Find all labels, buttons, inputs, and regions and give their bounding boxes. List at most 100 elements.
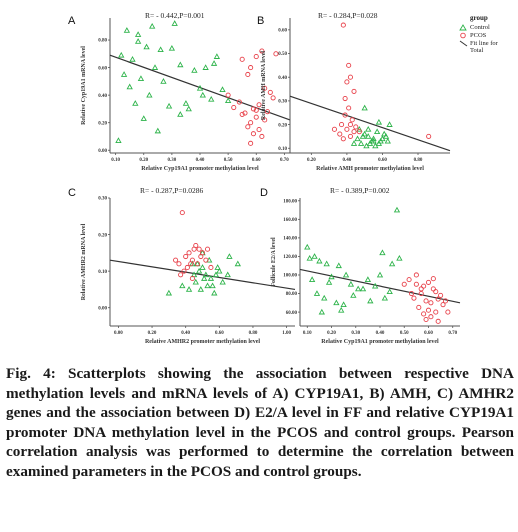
pcos-point: [184, 264, 190, 271]
pcos-point: [203, 257, 209, 263]
x-tick-label: 0.30: [168, 158, 177, 163]
control-point: [321, 294, 328, 301]
pcos-point: [262, 117, 268, 123]
y-tick-label: 120.00: [283, 255, 297, 260]
control-point: [371, 282, 379, 289]
control-point: [365, 133, 372, 139]
x-axis-label: Relative Cyp19A1 promoter methylation le…: [321, 339, 439, 345]
control-point: [224, 271, 231, 278]
y-tick-label: 0.40: [278, 76, 287, 81]
control-point: [357, 140, 365, 146]
panel-letter: C: [68, 187, 76, 199]
pcos-point: [194, 261, 201, 267]
control-point: [132, 100, 139, 106]
pcos-point: [189, 275, 195, 282]
fit-line: [109, 54, 291, 121]
fit-line: [299, 268, 461, 304]
control-point: [350, 140, 358, 146]
correlation-stat: R= - 0.284,P=0.028: [318, 11, 378, 20]
pcos-point: [339, 122, 345, 128]
pcos-point: [239, 56, 245, 62]
x-tick-label: 0.30: [351, 331, 360, 336]
pcos-point: [264, 109, 271, 115]
control-point: [338, 306, 345, 313]
control-point: [126, 83, 133, 90]
pcos-point: [267, 89, 273, 95]
control-point: [185, 286, 193, 292]
pcos-point: [423, 298, 429, 304]
x-tick-label: 1.00: [282, 331, 291, 336]
y-tick-label: 0.20: [98, 121, 107, 126]
pcos-point: [435, 318, 441, 324]
control-point: [197, 286, 204, 292]
control-point: [342, 271, 350, 278]
fit-line: [289, 95, 451, 152]
control-point: [304, 243, 311, 250]
y-tick-label: 0.30: [278, 100, 287, 105]
scatterplot-a: A R= - 0.442,P=0.001 0.10 0.20 0.30 0.40 0.50 0…: [68, 11, 291, 172]
y-tick-label: 0.50: [278, 52, 287, 57]
legend-line-icon: [459, 40, 468, 47]
control-point: [316, 257, 323, 264]
pcos-point: [445, 309, 451, 315]
legend-label-line: Total: [470, 47, 483, 54]
pcos-point: [183, 253, 189, 260]
y-tick-label: 0.20: [98, 233, 107, 238]
pcos-point: [406, 277, 412, 283]
pcos-point: [270, 95, 276, 101]
control-point: [388, 260, 396, 267]
x-tick-label: 0.60: [378, 158, 387, 163]
pcos-point: [351, 88, 357, 94]
legend-label-line: Fit line for: [470, 40, 499, 47]
pcos-point: [198, 253, 204, 260]
control-point: [196, 84, 204, 91]
x-tick-label: 0.80: [414, 158, 423, 163]
control-point: [189, 260, 196, 267]
control-point: [354, 135, 361, 142]
pcos-point: [248, 65, 254, 71]
control-point: [323, 260, 330, 267]
control-point: [154, 127, 161, 134]
pcos-point: [440, 302, 446, 308]
pcos-point: [347, 74, 353, 80]
pcos-point: [428, 314, 434, 320]
pcos-point: [433, 289, 439, 295]
pcos-point: [248, 140, 254, 146]
fit-line: [109, 259, 296, 291]
control-point: [325, 279, 333, 285]
correlation-stat: R= - 0.442,P=0.001: [145, 11, 205, 20]
pcos-point: [421, 283, 427, 289]
pcos-point: [253, 107, 259, 113]
pcos-point: [188, 261, 194, 267]
y-tick-label: 0.60: [278, 29, 287, 34]
pcos-point: [186, 250, 192, 256]
pcos-point: [356, 129, 362, 135]
y-tick-label: 160.00: [283, 218, 297, 223]
pcos-point: [248, 120, 254, 126]
correlation-stat: R= - 0.389,P=0.002: [330, 186, 390, 195]
control-point: [381, 294, 389, 301]
y-tick-label: 0.40: [98, 94, 107, 99]
control-point: [137, 75, 145, 81]
pcos-point: [242, 110, 248, 116]
control-point: [151, 64, 159, 70]
pcos-point: [442, 298, 449, 304]
y-tick-label: 0.80: [98, 39, 107, 44]
control-point: [340, 301, 347, 308]
pcos-point: [344, 126, 350, 132]
x-tick-label: 0.20: [327, 331, 336, 336]
control-point: [381, 130, 388, 137]
pcos-point: [353, 124, 359, 130]
pcos-point: [435, 296, 441, 302]
pcos-point: [173, 257, 179, 263]
control-point: [335, 262, 342, 269]
control-point: [182, 100, 190, 106]
y-tick-label: 60.00: [286, 311, 298, 316]
control-point: [195, 267, 203, 274]
control-point: [226, 253, 233, 259]
legend-label: PCOS: [470, 32, 487, 39]
y-axis-label: Relative Cyp19A1 mRNA level: [81, 46, 87, 125]
pcos-point: [250, 106, 256, 112]
y-tick-label: 0.00: [98, 306, 107, 311]
